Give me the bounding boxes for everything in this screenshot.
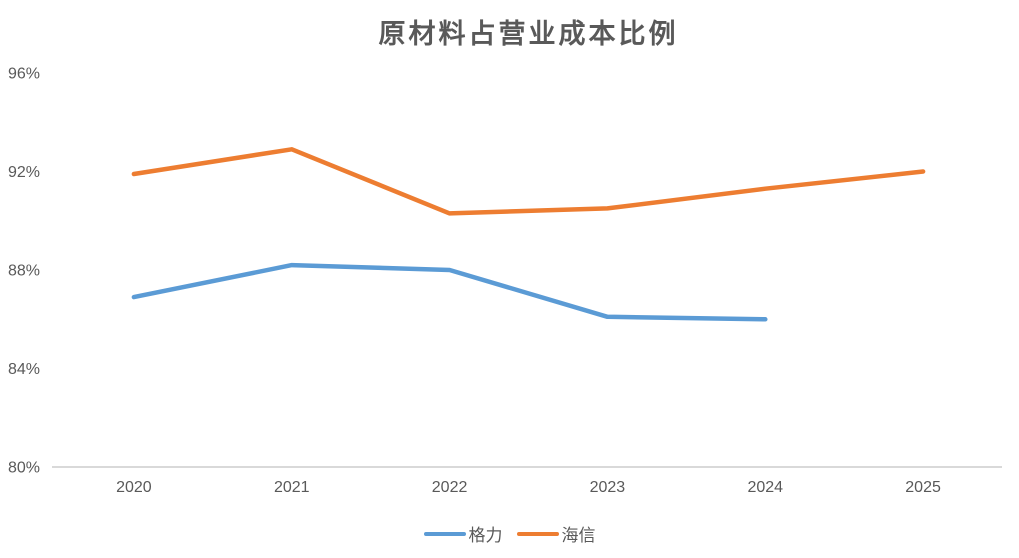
- legend-line-swatch: [423, 531, 466, 536]
- x-tick-label: 2024: [747, 479, 783, 496]
- x-tick-label: 2025: [905, 479, 941, 496]
- series-line-1: [131, 147, 926, 216]
- y-tick-label: 88%: [8, 263, 40, 280]
- legend-item-0: 格力: [423, 521, 503, 546]
- x-tick-label: 2023: [590, 479, 626, 496]
- legend-line-swatch: [516, 531, 559, 536]
- chart-legend: 格力 海信: [0, 521, 1019, 546]
- legend-label: 格力: [468, 526, 503, 545]
- x-tick-label: 2022: [432, 479, 468, 496]
- legend-label: 海信: [561, 526, 596, 545]
- x-tick-label: 2020: [116, 479, 152, 496]
- chart-title: 原材料占营业成本比例: [378, 19, 679, 49]
- legend-item-1: 海信: [516, 521, 596, 546]
- x-tick-label: 2021: [274, 479, 310, 496]
- y-tick-label: 96%: [8, 66, 40, 83]
- series-line-0: [131, 262, 768, 322]
- y-tick-label: 84%: [8, 361, 40, 378]
- y-tick-label: 80%: [8, 460, 40, 477]
- y-tick-label: 92%: [8, 164, 40, 181]
- line-chart-plot-area: 96% 92% 88% 84% 80% 2020 2021 2022 2023 2024 2025: [8, 66, 1002, 496]
